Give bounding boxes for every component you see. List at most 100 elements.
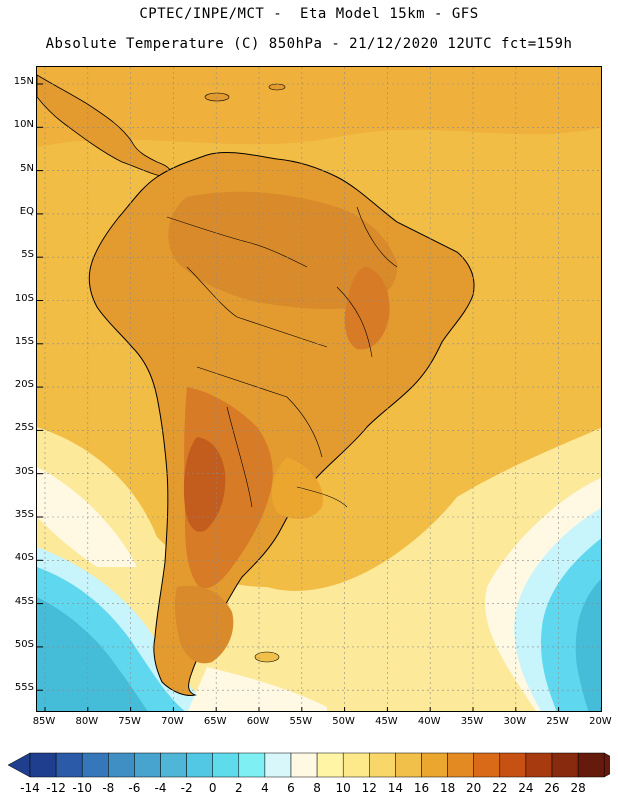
amazon-warm: [168, 191, 398, 309]
lon-label: 45W: [375, 716, 398, 727]
colorbar-swatch: [395, 752, 422, 778]
lat-label: 15S: [14, 335, 34, 347]
border-6: [286, 396, 323, 458]
chaco-hotspot: [183, 437, 226, 532]
lat-label: 5N: [20, 162, 34, 174]
colorbar-swatch: [421, 752, 448, 778]
colorbar-tick-label: 16: [413, 781, 430, 795]
colorbar-tick-label: 6: [287, 781, 295, 795]
colorbar-low-cap: [8, 752, 31, 778]
colorbar-swatch: [212, 752, 240, 778]
colorbar-tick-label: -8: [102, 781, 115, 795]
lon-label: 35W: [460, 716, 484, 727]
colorbar-swatch: [577, 752, 605, 778]
colorbar-swatch: [29, 752, 57, 778]
graticule: [37, 67, 601, 711]
temperature-colorbar: [8, 752, 610, 778]
border-9: [356, 206, 398, 268]
colorbar-tick-label: 28: [570, 781, 586, 795]
island-caribbean-1: [204, 92, 230, 102]
colorbar-swatch: [473, 752, 501, 778]
colorbar-swatch: [238, 752, 266, 778]
colorbar-swatch: [134, 752, 161, 778]
lon-label: 65W: [203, 716, 227, 727]
colorbar-swatch: [264, 752, 292, 778]
temperature-map: [36, 66, 602, 712]
lat-label: 10N: [13, 119, 34, 131]
falklands: [254, 651, 280, 663]
lat-label: 30S: [14, 465, 34, 477]
colorbar-swatch: [316, 752, 344, 778]
lon-label: 30W: [503, 716, 527, 727]
colorbar-tick-label: 14: [387, 781, 404, 795]
colorbar-tick-label: 8: [313, 781, 321, 795]
border-8: [336, 286, 373, 358]
lat-label: 25S: [14, 422, 34, 434]
border-2: [246, 241, 308, 268]
lat-label: 50S: [14, 638, 34, 650]
map-canvas: [37, 67, 601, 711]
colorbar-swatch: [108, 752, 135, 778]
colorbar-tick-label: -4: [154, 781, 167, 795]
lat-label: 5S: [21, 249, 34, 261]
andes-interior-hot: [184, 387, 273, 589]
lat-label: 35S: [14, 509, 34, 520]
chart-title-line2: Absolute Temperature (C) 850hPa - 21/12/…: [45, 36, 573, 52]
continent-landmass: [37, 74, 475, 696]
teal-southwest: [37, 597, 148, 711]
lat-label: 10S: [14, 292, 34, 304]
colorbar-swatch: [160, 752, 187, 778]
colorbar-tick-label: 2: [234, 781, 243, 795]
border-5: [196, 366, 288, 398]
colorbar-swatch: [551, 752, 579, 778]
lon-label: 25W: [546, 716, 569, 727]
colorbar-swatch: [499, 752, 527, 778]
lon-label: 85W: [32, 716, 56, 727]
central-america: [37, 74, 172, 178]
colorbar-tick-label: -12: [46, 781, 66, 795]
colorbar-high-cap: [603, 752, 610, 778]
island-caribbean-2: [268, 83, 286, 91]
border-1: [166, 216, 248, 243]
southeast-coast-cooler: [271, 457, 323, 519]
colorbar-swatch: [186, 752, 213, 778]
lon-label: 80W: [75, 716, 99, 727]
colorbar-tick-label: 12: [361, 781, 377, 795]
colorbar-swatch: [369, 752, 396, 778]
colorbar-swatch: [55, 752, 83, 778]
colorbar-tick-label: 10: [335, 781, 351, 795]
colorbar-tick-label: 20: [466, 781, 482, 795]
colorbar-swatch: [290, 752, 318, 778]
teal-east: [575, 579, 601, 711]
lon-label: 70W: [161, 716, 184, 727]
lat-label: EQ: [19, 205, 34, 217]
lon-label: 55W: [289, 716, 313, 727]
lat-label: 40S: [14, 552, 34, 564]
colorbar-tick-label: 24: [518, 781, 534, 795]
lat-label: 55S: [14, 682, 34, 694]
colorbar-tick-label: -14: [20, 781, 40, 795]
colorbar-tick-label: -6: [128, 781, 141, 795]
chart-title-line1: CPTEC/INPE/MCT - Eta Model 15km - GFS: [139, 6, 479, 22]
colorbar-tick-label: 26: [544, 781, 560, 795]
colorbar-tick-label: -2: [180, 781, 193, 795]
lon-label: 50W: [332, 716, 355, 727]
northeast-brazil-hot: [344, 267, 390, 350]
border-7: [226, 406, 253, 508]
colorbar-swatch: [447, 752, 474, 778]
colorbar-tick-label: 0: [208, 781, 217, 795]
colorbar-tick-label: 18: [439, 781, 456, 795]
colorbar-tick-label: 4: [261, 781, 269, 795]
lon-label: 60W: [246, 716, 270, 727]
colorbar-tick-label: -10: [72, 781, 92, 795]
lon-label: 20W: [589, 716, 612, 727]
lon-label: 75W: [118, 716, 141, 727]
lat-label: 15N: [13, 76, 34, 87]
patagonia-warm: [174, 585, 234, 664]
lat-label: 20S: [14, 379, 34, 391]
lon-label: 40W: [417, 716, 441, 727]
lat-label: 45S: [14, 595, 34, 607]
border-3: [186, 266, 238, 318]
colorbar-swatch: [81, 752, 109, 778]
cream-south: [187, 667, 327, 711]
